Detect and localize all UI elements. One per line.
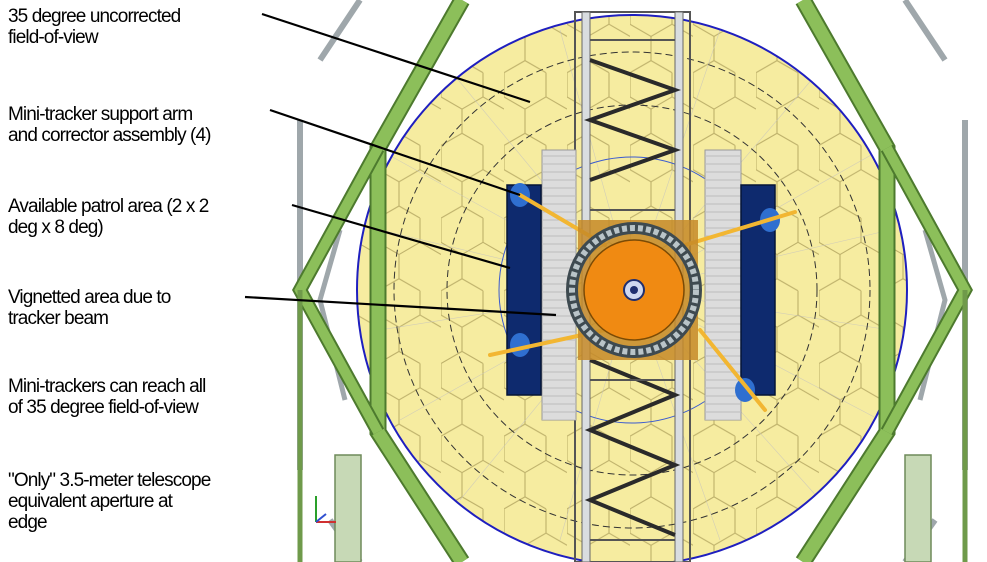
leader-fov (261, 12, 531, 104)
leader-vignetted-area (244, 295, 557, 317)
callout-vignetted-area: Vignetted area due to tracker beam (8, 287, 171, 329)
callout-fov-line1: 35 degree uncorrected (8, 6, 181, 27)
callout-support-arm-line2: and corrector assembly (4) (8, 125, 211, 146)
callout-mini-trackers-line2: of 35 degree field-of-view (8, 397, 199, 418)
callout-support-arm: Mini-tracker support arm and corrector a… (8, 104, 211, 146)
green-truss (292, 0, 973, 562)
callout-aperture: "Only" 3.5-meter telescope equivalent ap… (8, 470, 211, 533)
axis-triad-icon (315, 496, 336, 523)
callout-patrol-area-line2: deg x 8 deg) (8, 217, 104, 238)
callout-support-arm-line1: Mini-tracker support arm (8, 104, 193, 125)
callout-patrol-area-line1: Available patrol area (2 x 2 (8, 196, 209, 217)
leader-patrol-area (291, 203, 511, 270)
leader-support-arm (269, 108, 521, 197)
callout-vignetted-area-line1: Vignetted area due to (8, 287, 171, 308)
callout-aperture-line3: edge (8, 512, 48, 533)
callout-vignetted-area-line2: tracker beam (8, 308, 109, 329)
callout-aperture-line2: equivalent aperture at (8, 491, 173, 512)
patrol-area-left (506, 184, 542, 396)
corrector-assembly (566, 220, 702, 360)
callout-fov: 35 degree uncorrected field-of-view (8, 6, 181, 48)
callout-mini-trackers-line1: Mini-trackers can reach all (8, 376, 206, 397)
callout-patrol-area: Available patrol area (2 x 2 deg x 8 deg… (8, 196, 209, 238)
callout-fov-line2: field-of-view (8, 27, 99, 48)
callout-mini-trackers: Mini-trackers can reach all of 35 degree… (8, 376, 206, 418)
callout-aperture-line1: "Only" 3.5-meter telescope (8, 470, 211, 491)
callout-leader-lines (244, 12, 557, 317)
fov-35deg-circle (356, 14, 908, 562)
